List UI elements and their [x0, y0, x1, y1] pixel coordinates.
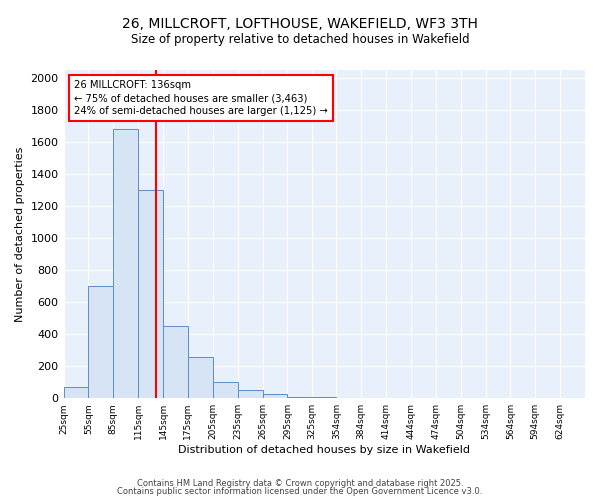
Bar — [188, 358, 213, 398]
Bar — [238, 390, 263, 398]
Text: Size of property relative to detached houses in Wakefield: Size of property relative to detached ho… — [131, 32, 469, 46]
Text: 26 MILLCROFT: 136sqm
← 75% of detached houses are smaller (3,463)
24% of semi-de: 26 MILLCROFT: 136sqm ← 75% of detached h… — [74, 80, 328, 116]
Text: Contains public sector information licensed under the Open Government Licence v3: Contains public sector information licen… — [118, 487, 482, 496]
Bar — [138, 190, 163, 398]
Bar — [213, 382, 238, 398]
Text: 26, MILLCROFT, LOFTHOUSE, WAKEFIELD, WF3 3TH: 26, MILLCROFT, LOFTHOUSE, WAKEFIELD, WF3… — [122, 18, 478, 32]
Bar — [263, 394, 287, 398]
Bar — [64, 387, 88, 398]
Y-axis label: Number of detached properties: Number of detached properties — [15, 146, 25, 322]
Bar — [163, 326, 188, 398]
Bar — [113, 129, 138, 398]
Bar — [287, 396, 312, 398]
X-axis label: Distribution of detached houses by size in Wakefield: Distribution of detached houses by size … — [178, 445, 470, 455]
Bar — [88, 286, 113, 398]
Text: Contains HM Land Registry data © Crown copyright and database right 2025.: Contains HM Land Registry data © Crown c… — [137, 478, 463, 488]
